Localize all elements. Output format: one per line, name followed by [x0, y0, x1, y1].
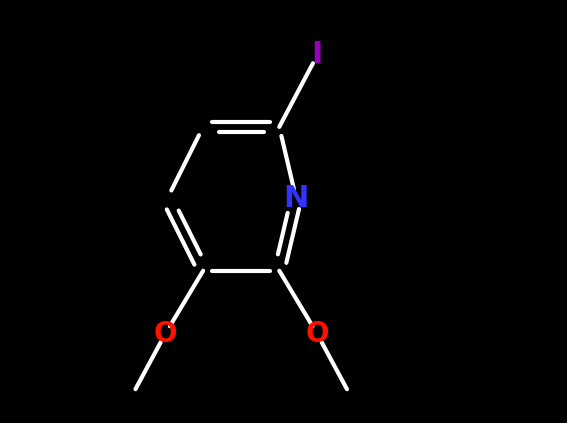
Text: N: N — [284, 184, 309, 213]
Text: I: I — [312, 41, 323, 69]
Text: O: O — [153, 320, 177, 348]
Text: O: O — [306, 320, 329, 348]
